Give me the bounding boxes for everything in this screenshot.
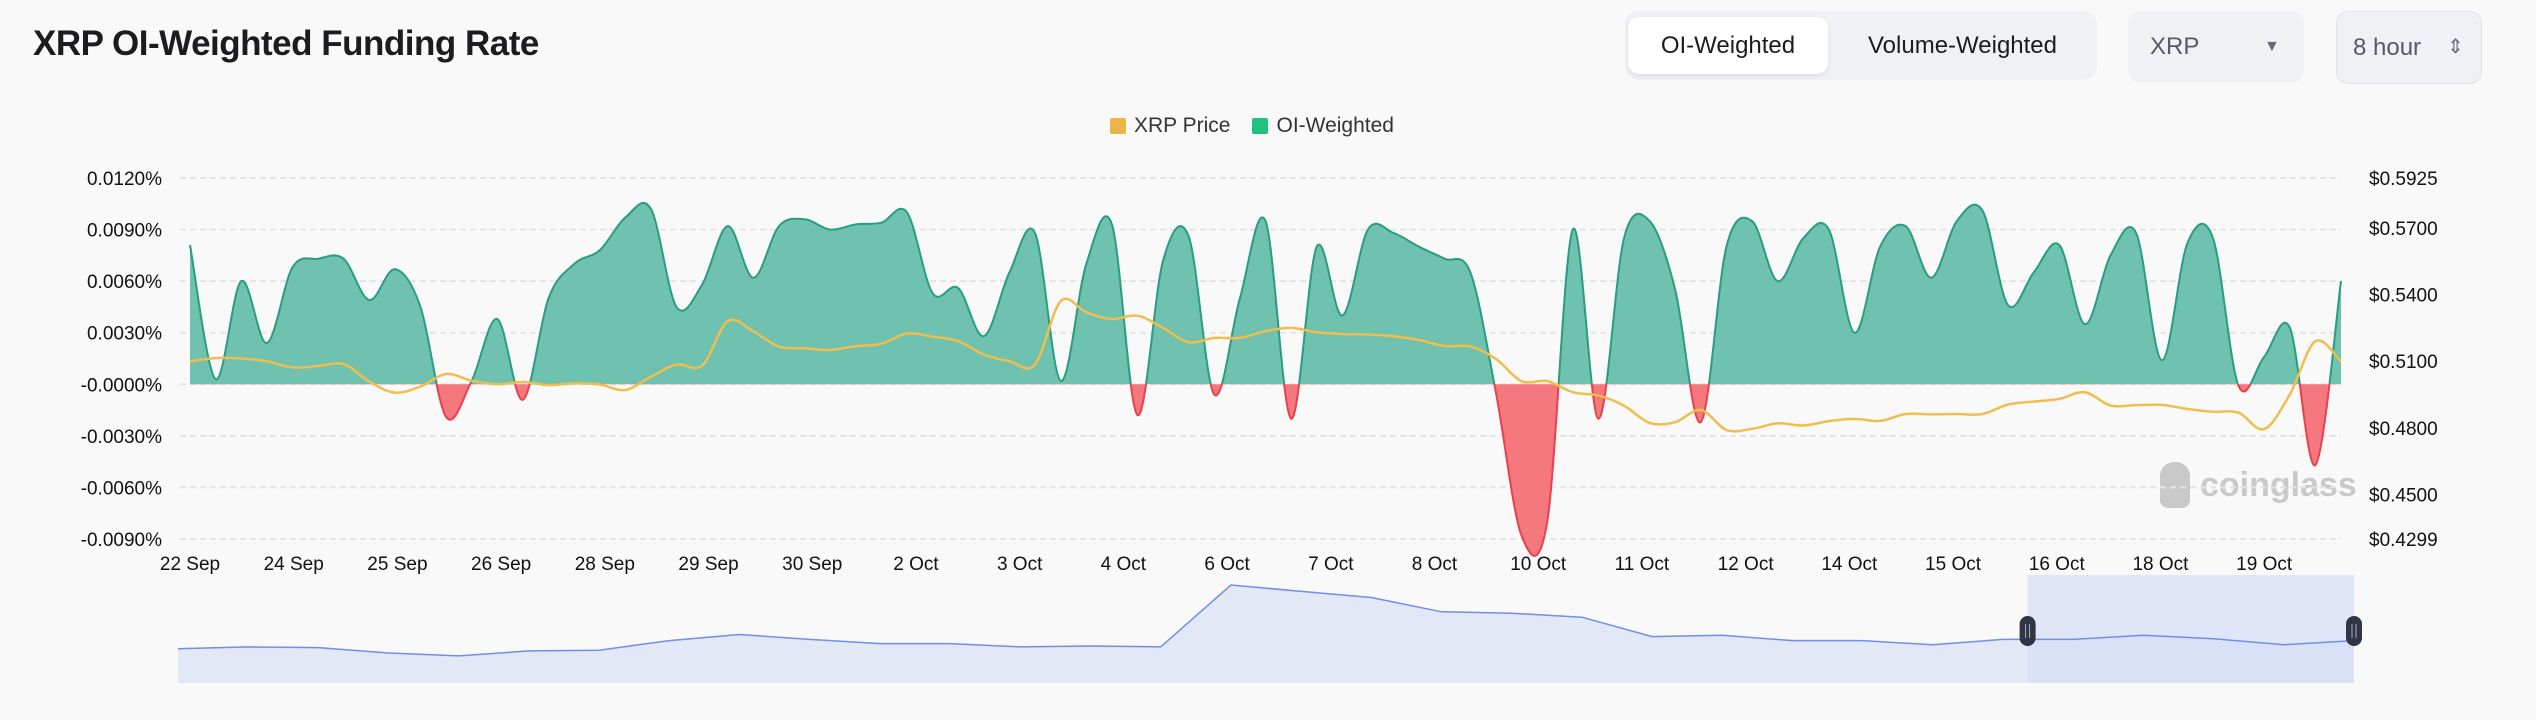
y-right-tick-label: $0.5100 xyxy=(2369,352,2438,373)
x-tick-label: 14 Oct xyxy=(1821,554,1878,575)
funding-line-positive xyxy=(189,202,2342,384)
navigator-area xyxy=(178,585,2354,683)
y-right-tick-label: $0.5400 xyxy=(2369,286,2438,307)
interval-select-value: 8 hour xyxy=(2353,34,2422,61)
y-left-tick-label: 0.0060% xyxy=(87,272,162,293)
x-tick-label: 11 Oct xyxy=(1615,554,1670,575)
page-title: XRP OI-Weighted Funding Rate xyxy=(33,24,539,63)
legend-label: XRP Price xyxy=(1134,114,1231,137)
x-tick-label: 28 Sep xyxy=(575,554,635,575)
legend-swatch xyxy=(1252,118,1269,134)
navigator-selection[interactable] xyxy=(2027,575,2354,683)
y-right-tick-label: $0.4500 xyxy=(2369,485,2438,506)
positive-funding-area xyxy=(190,203,2341,384)
legend-label: OI-Weighted xyxy=(1276,114,1394,137)
x-tick-label: 30 Sep xyxy=(782,554,842,575)
x-tick-label: 7 Oct xyxy=(1308,554,1354,575)
coin-select[interactable]: XRP ▼ xyxy=(2128,11,2304,82)
x-tick-label: 16 Oct xyxy=(2029,554,2086,575)
legend-item-oi-weighted[interactable]: OI-Weighted xyxy=(1252,114,1394,138)
coinglass-logo-icon xyxy=(2160,462,2190,508)
weighting-toggle: OI-Weighted Volume-Weighted xyxy=(1625,11,2097,80)
coin-select-value: XRP xyxy=(2150,33,2200,60)
interval-select[interactable]: 8 hour ⇕ xyxy=(2336,11,2482,84)
x-tick-label: 6 Oct xyxy=(1204,554,1250,575)
up-down-chevron-icon: ⇕ xyxy=(2447,36,2464,58)
volume-weighted-tab[interactable]: Volume-Weighted xyxy=(1868,32,2057,59)
y-left-tick-label: -0.0030% xyxy=(81,427,162,448)
x-tick-label: 25 Sep xyxy=(367,554,427,575)
navigator-right-handle[interactable] xyxy=(2346,616,2362,646)
x-tick-label: 12 Oct xyxy=(1718,554,1775,575)
x-tick-label: 8 Oct xyxy=(1412,554,1458,575)
xrp-price-line xyxy=(189,297,2342,433)
x-tick-label: 18 Oct xyxy=(2132,554,2189,575)
legend-swatch xyxy=(1110,118,1126,134)
oi-weighted-tab[interactable]: OI-Weighted xyxy=(1628,17,1828,74)
y-right-tick-label: $0.5700 xyxy=(2369,219,2438,240)
navigator-line xyxy=(177,584,2355,657)
x-tick-label: 15 Oct xyxy=(1925,554,1982,575)
y-left-tick-label: 0.0030% xyxy=(87,324,162,345)
chart-legend: XRP Price OI-Weighted xyxy=(1110,114,1416,138)
x-tick-label: 22 Sep xyxy=(160,554,220,575)
legend-item-xrp-price[interactable]: XRP Price xyxy=(1110,114,1230,138)
x-tick-label: 26 Sep xyxy=(471,554,531,575)
navigator-left-handle[interactable] xyxy=(2019,616,2036,646)
y-left-tick-label: -0.0090% xyxy=(81,530,162,551)
y-right-tick-label: $0.4299 xyxy=(2369,530,2438,551)
x-tick-label: 10 Oct xyxy=(1510,554,1567,575)
coinglass-watermark: coinglass xyxy=(2160,462,2357,508)
x-tick-label: 29 Sep xyxy=(678,554,738,575)
x-tick-label: 4 Oct xyxy=(1101,554,1147,575)
funding-line-negative xyxy=(435,384,2331,557)
y-right-tick-label: $0.4800 xyxy=(2369,419,2438,440)
x-tick-label: 24 Sep xyxy=(264,554,324,575)
y-left-tick-label: -0.0000% xyxy=(81,375,162,396)
y-left-tick-label: 0.0120% xyxy=(87,169,162,190)
x-tick-label: 2 Oct xyxy=(893,554,939,575)
x-tick-label: 19 Oct xyxy=(2236,554,2293,575)
x-tick-label: 3 Oct xyxy=(997,554,1043,575)
caret-down-icon: ▼ xyxy=(2264,38,2280,55)
y-right-tick-label: $0.5925 xyxy=(2369,169,2438,190)
y-left-tick-label: 0.0090% xyxy=(87,221,162,242)
y-left-tick-label: -0.0060% xyxy=(81,478,162,499)
